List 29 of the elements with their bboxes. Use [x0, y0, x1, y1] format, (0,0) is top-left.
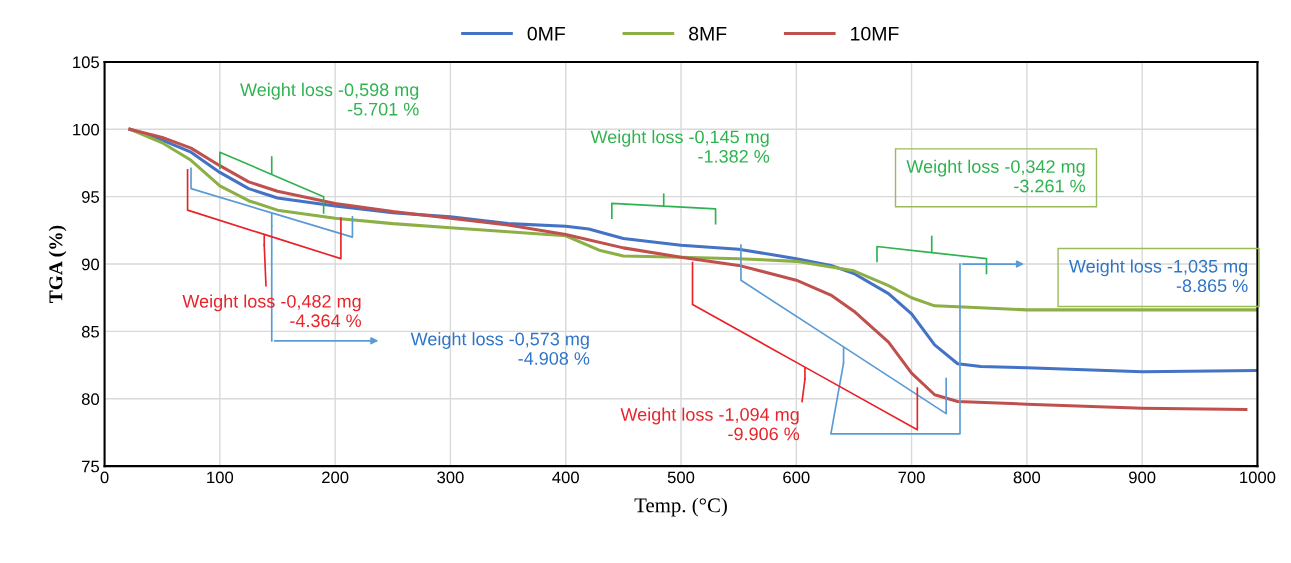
x-tick-label: 100: [207, 471, 234, 484]
x-tick-label: 300: [437, 471, 464, 484]
annotation: Weight loss -0,573 mg -4.908 %: [410, 332, 590, 365]
annotation: Weight loss -1,035 mg -8.865 %: [1068, 259, 1248, 293]
x-tick-label: 200: [322, 471, 349, 484]
x-tick-label: 400: [552, 471, 579, 484]
y-tick-label: 90: [81, 258, 100, 271]
x-tick-label: 900: [1129, 471, 1156, 484]
x-tick-label: 700: [898, 471, 925, 484]
y-tick-label: 95: [81, 191, 100, 203]
annotation: Weight loss -0,145 mg -1.382 %: [590, 130, 770, 163]
x-tick-label: 800: [1013, 471, 1041, 484]
x-tick-label: 500: [667, 471, 695, 484]
annotation: Weight loss -0,598 mg -5.701 %: [240, 82, 419, 116]
y-axis-title: TGA (%): [48, 225, 67, 303]
y-tick-label: 80: [81, 393, 100, 405]
annotation: Weight loss -0,342 mg -3.261 %: [906, 159, 1086, 193]
y-tick-label: 75: [82, 460, 100, 473]
y-tick-label: 85: [81, 325, 100, 338]
legend-label: 8MF: [689, 26, 727, 41]
x-tick-label: 1000: [1240, 471, 1276, 484]
x-tick-label: 0: [100, 471, 109, 484]
annotation: Weight loss -1,094 mg -9.906 %: [620, 407, 800, 441]
y-tick-label: 105: [73, 56, 100, 69]
x-tick-label: 600: [783, 471, 810, 484]
legend-label: 0MF: [527, 26, 565, 41]
legend-label: 10MF: [851, 26, 899, 41]
y-tick-label: 100: [73, 123, 100, 136]
x-axis-title: Temp. (°C): [634, 497, 727, 517]
